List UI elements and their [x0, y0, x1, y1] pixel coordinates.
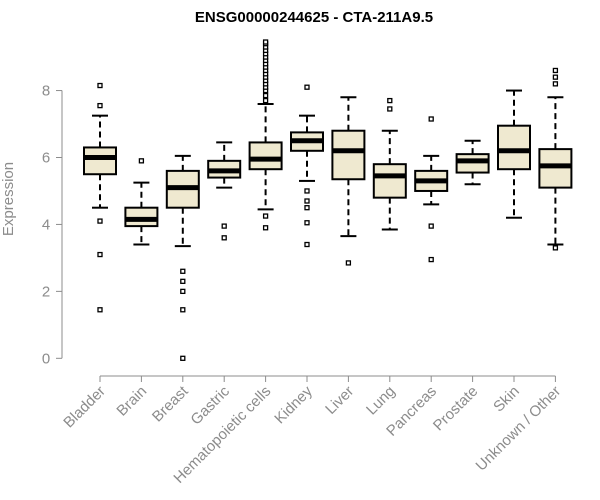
outlier-point: [262, 97, 269, 104]
outlier-point: [180, 288, 186, 295]
x-tick-label: Brain: [113, 383, 150, 420]
outlier-point: [180, 268, 186, 274]
x-tick-label: Prostate: [430, 383, 482, 435]
outlier-point: [428, 256, 434, 263]
y-tick-label: 4: [42, 216, 50, 233]
box-lung: [372, 97, 407, 231]
x-tick-label: Skin: [490, 383, 523, 416]
chart-title: ENSG00000244625 - CTA-211A9.5: [195, 9, 433, 26]
box-bladder: [83, 82, 117, 313]
iqr-box: [124, 206, 159, 228]
outlier-point: [552, 74, 559, 80]
outlier-point: [221, 235, 227, 241]
box-skin: [497, 89, 531, 219]
outlier-point: [180, 307, 186, 313]
box-breast: [165, 154, 200, 361]
outlier-point: [221, 223, 227, 229]
outlier-point: [387, 97, 393, 104]
box-brain: [124, 158, 159, 246]
outlier-point: [304, 198, 310, 204]
iqr-box: [538, 148, 573, 189]
y-tick-label: 2: [42, 283, 50, 300]
outlier-point: [304, 205, 310, 211]
outlier-point: [304, 241, 310, 248]
outlier-point: [97, 307, 103, 313]
outlier-point: [304, 84, 310, 90]
iqr-box: [331, 129, 366, 181]
box-pancreas: [414, 116, 449, 263]
outlier-point: [97, 251, 103, 258]
box-gastric: [207, 141, 242, 241]
outlier-point: [428, 116, 434, 122]
outlier-point: [262, 39, 269, 45]
box-hematopoietic-cells: [248, 39, 283, 231]
iqr-box: [372, 163, 407, 199]
outlier-point: [552, 245, 559, 251]
x-tick-label: Bladder: [60, 383, 109, 432]
outlier-point: [345, 260, 352, 266]
box-unknown-other: [538, 67, 573, 251]
outlier-point: [387, 106, 393, 112]
y-tick-label: 0: [42, 350, 50, 367]
box-liver: [331, 96, 366, 266]
outlier-point: [262, 213, 269, 219]
y-axis: 0 2 4 6 8: [42, 83, 63, 367]
y-tick-label: 6: [42, 149, 50, 166]
y-tick-label: 8: [42, 83, 50, 100]
iqr-box: [83, 146, 117, 176]
outlier-point: [304, 188, 310, 194]
outlier-point: [428, 223, 434, 229]
box-kidney: [290, 84, 324, 248]
box-prostate: [455, 139, 490, 186]
y-axis-label: Expression: [0, 162, 17, 236]
outlier-point: [138, 158, 145, 164]
outlier-point: [262, 92, 269, 99]
outlier-point: [304, 220, 310, 226]
x-tick-label: Breast: [149, 382, 192, 425]
iqr-box: [248, 141, 283, 171]
x-tick-label: Liver: [322, 383, 357, 418]
plot-area: [83, 39, 573, 361]
outlier-point: [180, 278, 186, 284]
outlier-point: [97, 82, 103, 89]
iqr-box: [497, 124, 531, 171]
outlier-point: [180, 355, 186, 361]
x-tick-label: Kidney: [271, 382, 316, 427]
outlier-point: [552, 81, 559, 87]
outlier-point: [97, 218, 103, 224]
outlier-point: [552, 67, 559, 74]
outlier-point: [97, 102, 103, 109]
iqr-box: [455, 153, 490, 174]
x-tick-label: Lung: [363, 383, 399, 419]
outlier-point: [262, 225, 269, 231]
